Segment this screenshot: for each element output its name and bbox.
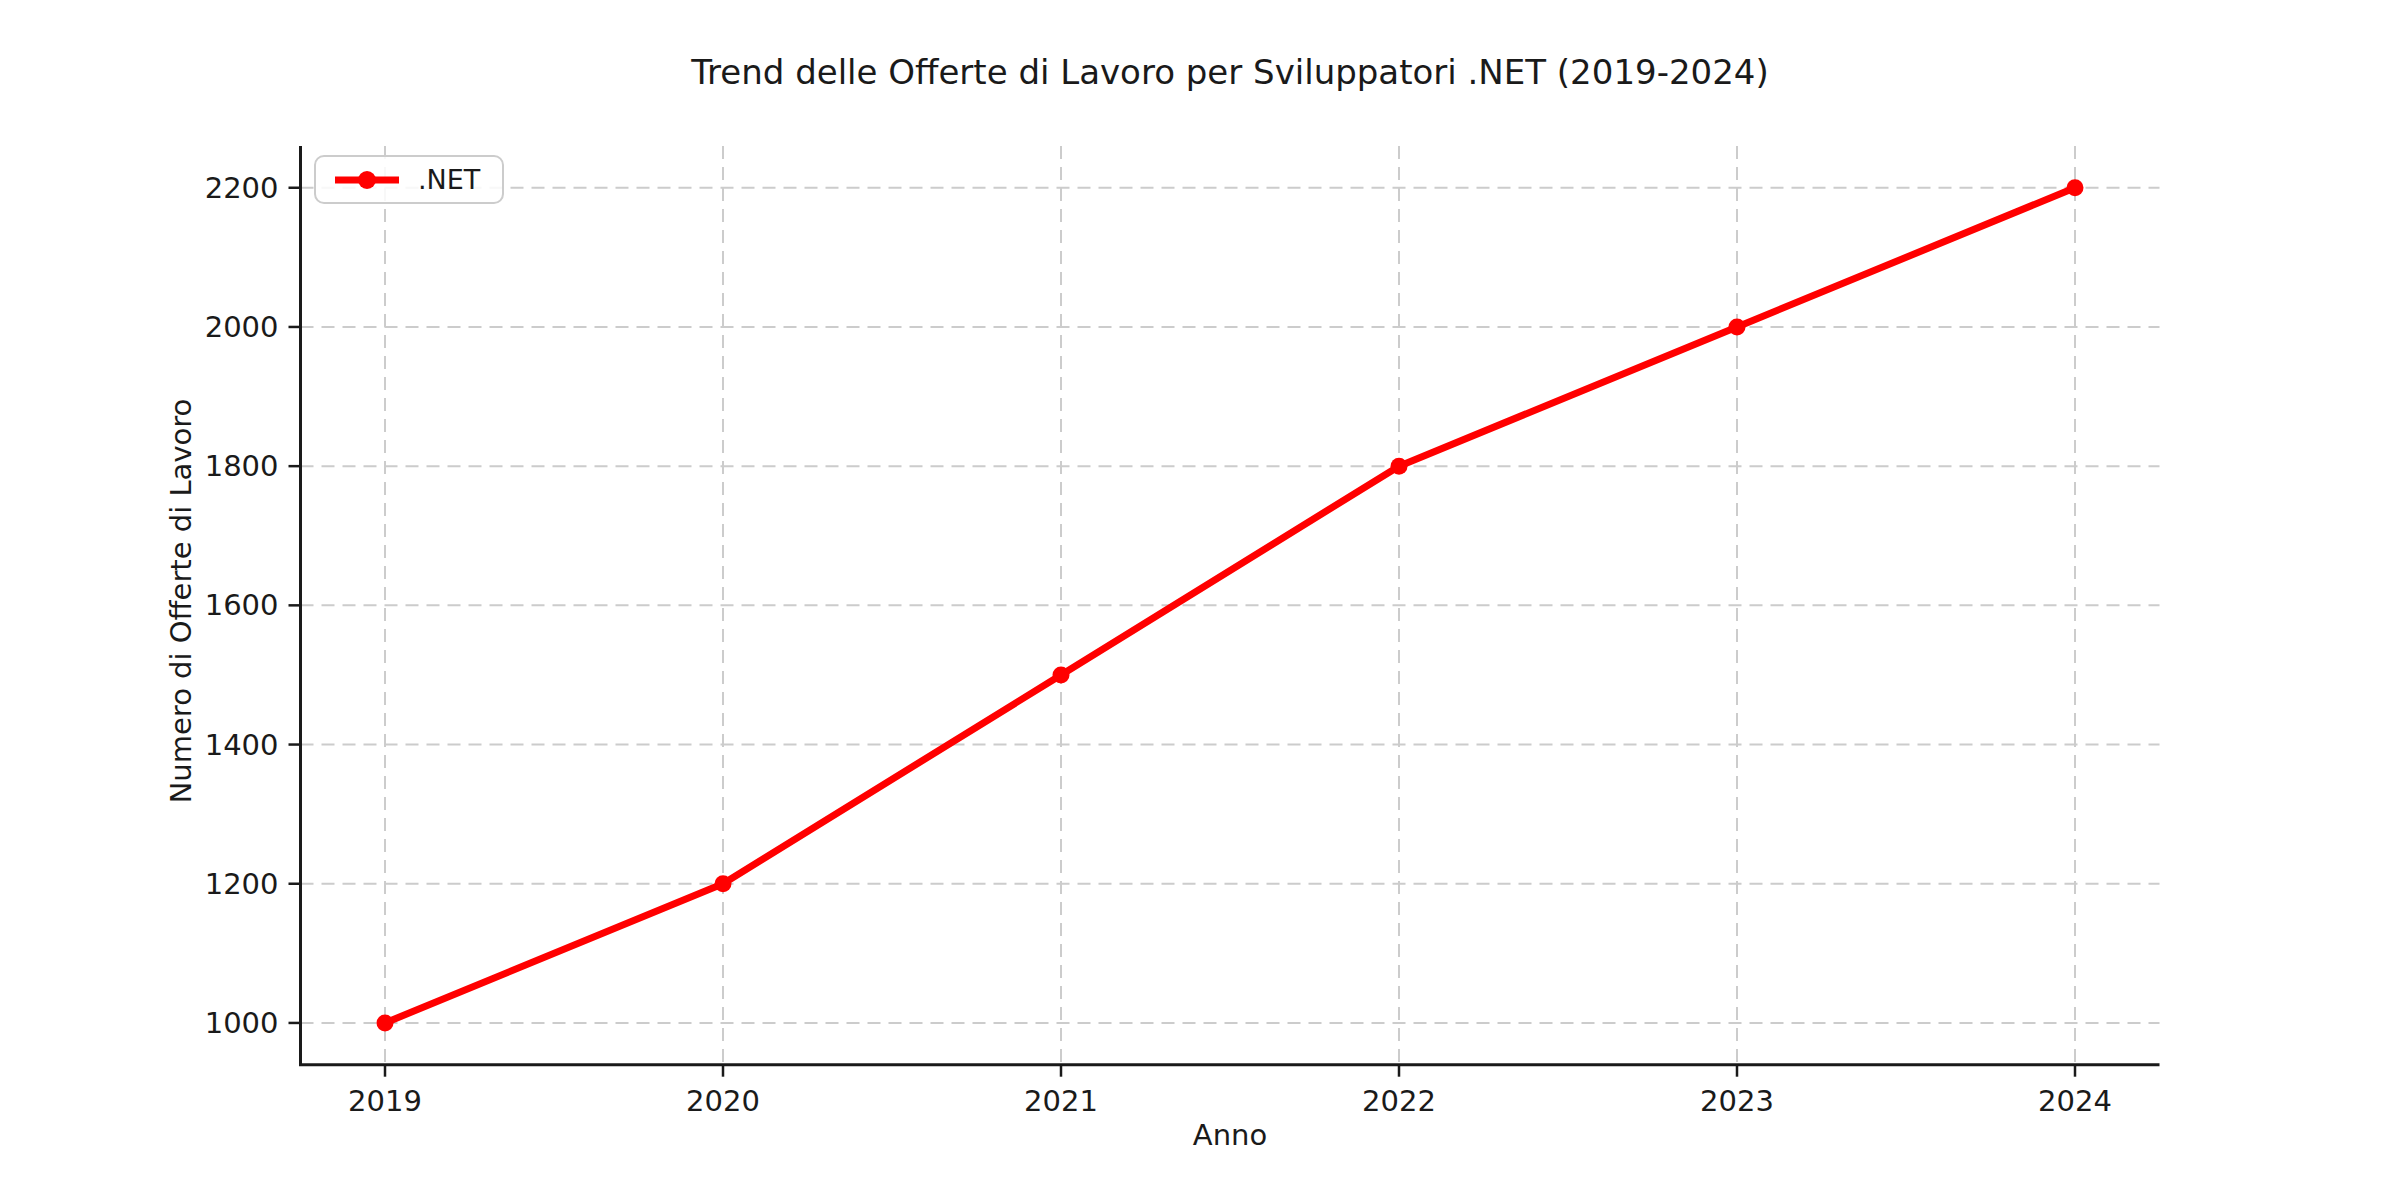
y-tick-label: 1800: [205, 449, 279, 483]
x-tick-label: 2019: [348, 1084, 422, 1118]
y-tick-label: 1000: [205, 1006, 279, 1040]
x-tick-label: 2021: [1024, 1084, 1098, 1118]
x-axis-label: Anno: [300, 1118, 2160, 1152]
data-point: [715, 875, 732, 892]
legend-marker-icon: [358, 171, 376, 189]
data-point: [377, 1014, 394, 1031]
data-point: [1053, 666, 1070, 683]
x-tick-label: 2022: [1362, 1084, 1436, 1118]
legend-line-sample: [331, 168, 403, 192]
y-tick-label: 1400: [205, 728, 279, 762]
data-point: [2067, 179, 2084, 196]
data-point: [1729, 318, 1746, 335]
legend-series-label: .NET: [418, 164, 480, 195]
legend: .NET: [314, 155, 504, 204]
x-tick-label: 2024: [2038, 1084, 2112, 1118]
y-tick-label: 1600: [205, 588, 279, 622]
y-tick-label: 1200: [205, 867, 279, 901]
data-point: [1391, 458, 1408, 475]
figure: Trend delle Offerte di Lavoro per Svilup…: [0, 0, 2400, 1200]
x-tick-label: 2023: [1700, 1084, 1774, 1118]
y-tick-label: 2200: [205, 171, 279, 205]
y-tick-label: 2000: [205, 310, 279, 344]
x-tick-label: 2020: [686, 1084, 760, 1118]
